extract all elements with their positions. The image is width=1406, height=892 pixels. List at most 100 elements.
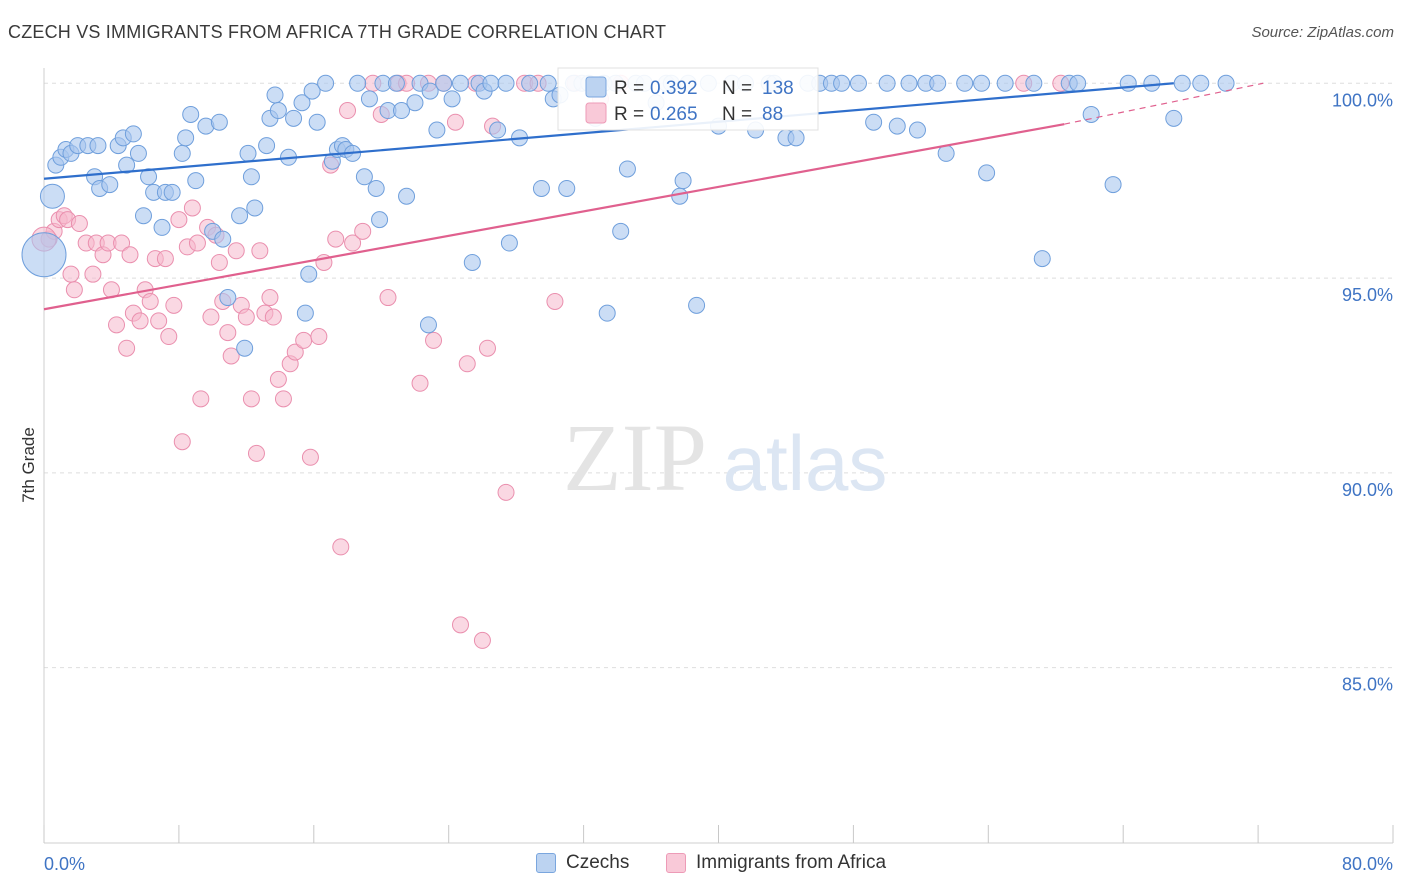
data-point-immigrants	[274, 390, 292, 408]
data-point-immigrants	[188, 234, 206, 252]
data-point-immigrants	[332, 538, 350, 556]
chart-title: CZECH VS IMMIGRANTS FROM AFRICA 7TH GRAD…	[8, 22, 667, 42]
legend-label-immigrants: Immigrants from Africa	[696, 852, 887, 873]
data-point-czechs	[124, 125, 142, 143]
data-point-czechs	[239, 144, 257, 162]
legend-item-immigrants[interactable]: Immigrants from Africa	[666, 852, 886, 874]
data-point-immigrants	[269, 370, 287, 388]
data-point-czechs	[210, 113, 228, 131]
data-point-immigrants	[237, 308, 255, 326]
data-point-immigrants	[242, 390, 260, 408]
inset-swatch-immigrants	[585, 102, 607, 124]
data-point-czechs	[285, 109, 303, 127]
inset-r-value: 0.392	[650, 78, 698, 99]
data-point-immigrants	[301, 448, 319, 466]
data-point-czechs	[849, 74, 867, 92]
inset-n-label: N =	[722, 104, 752, 125]
data-point-immigrants	[183, 199, 201, 217]
data-point-immigrants	[202, 308, 220, 326]
data-point-immigrants	[354, 222, 372, 240]
data-point-immigrants	[65, 281, 83, 299]
data-point-immigrants	[108, 316, 126, 334]
legend-item-czechs[interactable]: Czechs	[536, 852, 629, 874]
data-point-czechs	[355, 168, 373, 186]
data-point-czechs	[452, 74, 470, 92]
inset-r-label: R =	[614, 104, 644, 125]
data-point-czechs	[300, 265, 318, 283]
data-point-immigrants	[473, 631, 491, 649]
trend-line-immigrants	[43, 123, 1065, 311]
data-point-czechs	[900, 74, 918, 92]
data-point-czechs	[371, 211, 389, 229]
data-point-czechs	[219, 289, 237, 307]
data-point-czechs	[428, 121, 446, 139]
data-point-czechs	[558, 179, 576, 197]
data-point-czechs	[435, 74, 453, 92]
watermark-zip: ZIP	[563, 404, 707, 511]
data-point-czechs	[1069, 74, 1087, 92]
data-point-czechs	[1143, 74, 1161, 92]
data-point-czechs	[236, 339, 254, 357]
data-point-immigrants	[452, 616, 470, 634]
y-tick-label: 90.0%	[1342, 480, 1393, 500]
data-point-czechs	[482, 74, 500, 92]
data-point-czechs	[787, 129, 805, 147]
data-point-czechs	[214, 230, 232, 248]
data-point-immigrants	[121, 246, 139, 264]
inset-n-value: 88	[762, 104, 783, 125]
chart-source: Source: ZipAtlas.com	[1251, 24, 1394, 41]
data-point-immigrants	[310, 328, 328, 346]
data-point-immigrants	[84, 265, 102, 283]
data-point-czechs	[497, 74, 515, 92]
inset-legend: R = 0.392 N = 138 R = 0.265 N = 88	[557, 67, 819, 131]
data-point-czechs	[21, 232, 67, 278]
data-point-immigrants	[379, 289, 397, 307]
data-point-czechs	[598, 304, 616, 322]
data-point-czechs	[118, 156, 136, 174]
data-point-immigrants	[261, 289, 279, 307]
data-point-immigrants	[62, 265, 80, 283]
data-point-czechs	[1082, 105, 1100, 123]
data-point-czechs	[246, 199, 264, 217]
trend-line-immigrants-extension	[1064, 82, 1264, 125]
data-point-immigrants	[247, 444, 265, 462]
data-point-czechs	[308, 113, 326, 131]
data-point-czechs	[293, 94, 311, 112]
data-point-czechs	[1119, 74, 1137, 92]
data-point-czechs	[539, 74, 557, 92]
legend-swatch-immigrants	[666, 853, 686, 873]
y-axis-label: 7th Grade	[19, 427, 38, 503]
data-point-immigrants	[222, 347, 240, 365]
data-point-czechs	[956, 74, 974, 92]
legend-swatch-czechs	[536, 853, 556, 873]
data-point-czechs	[618, 160, 636, 178]
data-point-immigrants	[458, 355, 476, 373]
data-point-immigrants	[478, 339, 496, 357]
inset-r-label: R =	[614, 78, 644, 99]
data-point-immigrants	[425, 331, 443, 349]
data-point-czechs	[182, 105, 200, 123]
data-point-czechs	[129, 144, 147, 162]
data-point-czechs	[978, 164, 996, 182]
data-point-czechs	[443, 90, 461, 108]
inset-n-value: 138	[762, 78, 794, 99]
data-point-czechs	[929, 74, 947, 92]
data-point-immigrants	[295, 331, 313, 349]
data-point-czechs	[387, 74, 405, 92]
data-point-czechs	[1165, 109, 1183, 127]
data-point-czechs	[1173, 74, 1191, 92]
data-point-czechs	[140, 168, 158, 186]
data-point-czechs	[296, 304, 314, 322]
data-point-immigrants	[141, 292, 159, 310]
data-point-immigrants	[113, 234, 131, 252]
data-point-immigrants	[264, 308, 282, 326]
data-point-czechs	[419, 316, 437, 334]
data-point-czechs	[878, 74, 896, 92]
data-point-czechs	[674, 172, 692, 190]
data-point-czechs	[187, 172, 205, 190]
axes: 100.0% 95.0% 90.0% 85.0% 0.0% 80.0%	[43, 68, 1394, 874]
data-point-czechs	[317, 74, 335, 92]
data-point-czechs	[688, 296, 706, 314]
data-point-czechs	[266, 86, 284, 104]
data-point-czechs	[303, 82, 321, 100]
